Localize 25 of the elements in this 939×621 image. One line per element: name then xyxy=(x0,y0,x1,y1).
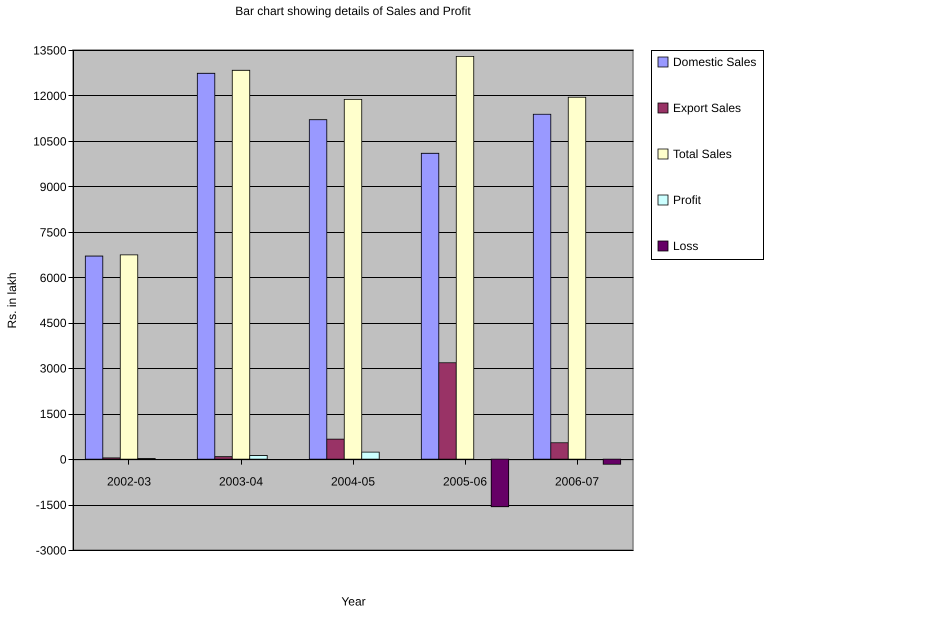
y-tick-label: 6000 xyxy=(40,270,67,285)
legend-label: Profit xyxy=(673,193,702,207)
x-tick-label: 2006-07 xyxy=(554,474,600,489)
y-tick-label: -1500 xyxy=(36,498,67,512)
chart-title: Bar chart showing details of Sales and Profit xyxy=(235,4,472,18)
x-axis-title: Year xyxy=(341,594,366,608)
y-tick-label: 10500 xyxy=(33,134,67,148)
y-tick-label: 0 xyxy=(60,452,67,467)
legend-label: Domestic Sales xyxy=(673,55,756,69)
y-tick-label: 9000 xyxy=(40,180,67,194)
legend-label: Loss xyxy=(673,239,698,253)
y-tick-label: 4500 xyxy=(40,316,67,330)
y-axis-title: Rs. in lakh xyxy=(5,272,20,329)
legend-label: Export Sales xyxy=(673,101,742,115)
y-tick-label: 12000 xyxy=(33,88,67,103)
legend-label: Total Sales xyxy=(673,147,732,161)
x-tick-label: 2004-05 xyxy=(330,474,376,489)
y-tick-label: -3000 xyxy=(36,544,67,558)
x-tick-label: 2003-04 xyxy=(218,474,264,489)
y-tick-label: 1500 xyxy=(40,407,67,422)
y-tick-label: 13500 xyxy=(33,44,67,58)
y-tick-label: 7500 xyxy=(40,225,67,240)
y-tick-label: 3000 xyxy=(40,362,67,376)
x-tick-label: 2002-03 xyxy=(106,474,152,489)
x-tick-label: 2005-06 xyxy=(442,474,488,489)
